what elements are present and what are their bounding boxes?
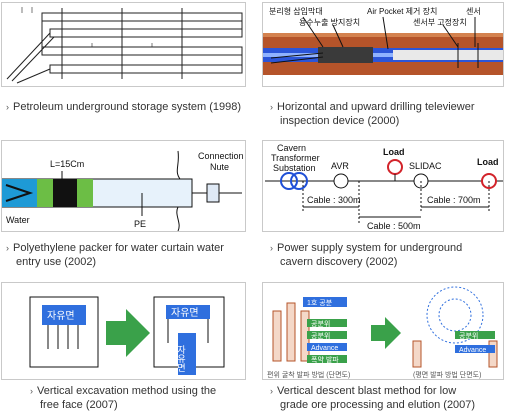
label-avr: AVR — [331, 161, 349, 171]
label-blast-7: Advance — [459, 347, 486, 354]
bullet-icon: › — [270, 102, 273, 112]
label-blast-5: 폭약 발파 — [311, 355, 339, 364]
label-slidac: SLIDAC — [409, 161, 442, 171]
caption-text-line1: Vertical excavation method using the — [37, 385, 217, 397]
caption-text-line1: Power supply system for underground — [277, 242, 463, 254]
caption-text-line2: cavern discovery (2002) — [280, 256, 398, 268]
label-sensor: 센서 — [466, 6, 481, 16]
label-free-face-1: 자유면 — [47, 310, 75, 322]
label-transformer: Transformer — [271, 153, 320, 163]
label-load-1: Load — [383, 147, 405, 157]
label-bottom-left: 편위 굴착 발파 방법 (단면도) — [267, 370, 350, 379]
pe-packer-diagram: L=15Cm Connection Nute Water PE — [2, 150, 244, 231]
caption-text-line2: entry use (2002) — [16, 256, 97, 268]
panel-televiewer-device: 분리형 삽입막대 용수누출 방지장치 Air Pocket 제거 장치 센서부 … — [262, 2, 504, 87]
bullet-icon: › — [6, 243, 9, 253]
caption-text-line1: Horizontal and upward drilling televiewe… — [277, 101, 475, 113]
label-blast-1: 1호 공분 — [307, 299, 333, 307]
label-blast-2: 공분위 — [311, 320, 330, 328]
label-pe: PE — [134, 219, 146, 229]
televiewer-diagram: 분리형 삽입막대 용수누출 방지장치 Air Pocket 제거 장치 센서부 … — [263, 6, 503, 75]
label-substation: Substation — [273, 163, 316, 173]
caption-text-line2: free face (2007) — [40, 399, 118, 411]
label-leak-prevention: 용수누출 방지장치 — [299, 17, 360, 27]
caption-televiewer-device: › Horizontal and upward drilling teleview… — [270, 100, 502, 128]
label-blast-4: Advance — [311, 345, 338, 352]
bullet-icon: › — [30, 386, 33, 396]
label-length: L=15Cm — [50, 159, 84, 169]
petroleum-storage-diagram — [6, 7, 243, 84]
caption-text-line1: Vertical descent blast method for low — [277, 385, 457, 397]
caption-vertical-excavation: › Vertical excavation method using the fr… — [30, 384, 246, 412]
label-cable-300: Cable : 300m — [307, 195, 361, 205]
bullet-icon: › — [270, 386, 273, 396]
panel-pe-packer: L=15Cm Connection Nute Water PE — [1, 140, 246, 232]
vertical-excavation-diagram: 자유면 자유면 자유면 — [29, 296, 225, 375]
label-air-pocket: Air Pocket 제거 장치 — [367, 6, 437, 16]
caption-petroleum-storage: › Petroleum underground storage system (1… — [6, 100, 246, 114]
caption-power-supply: › Power supply system for underground cav… — [270, 241, 502, 269]
panel-vertical-excavation: 자유면 자유면 자유면 — [1, 282, 246, 380]
label-blast-6: 공분위 — [459, 332, 478, 340]
label-cable-500: Cable : 500m — [367, 221, 421, 231]
power-supply-diagram: Cavern Transformer Substation AVR SLIDAC… — [265, 143, 503, 231]
caption-vertical-descent-blast: › Vertical descent blast method for low g… — [270, 384, 504, 412]
label-free-face-2: 자유면 — [171, 307, 199, 319]
caption-pe-packer: › Polyethylene packer for water curtain w… — [6, 241, 246, 269]
panel-petroleum-storage — [1, 2, 246, 87]
bullet-icon: › — [6, 102, 9, 112]
label-connection: Connection — [198, 151, 244, 161]
panel-power-supply: Cavern Transformer Substation AVR SLIDAC… — [262, 140, 504, 232]
label-blast-3: 공분위 — [311, 332, 330, 340]
panel-vertical-descent-blast: 1호 공분 공분위 공분위 Advance 폭약 발파 공분위 Advance … — [262, 282, 504, 380]
label-bottom-right: (평면 발파 방법 단면도) — [413, 370, 481, 379]
label-nute: Nute — [210, 162, 229, 172]
caption-text-line1: Polyethylene packer for water curtain wa… — [13, 242, 224, 254]
caption-text: Petroleum underground storage system (19… — [13, 101, 242, 113]
caption-text-line2: inspection device (2000) — [280, 115, 400, 127]
label-water: Water — [6, 215, 30, 225]
bullet-icon: › — [270, 243, 273, 253]
label-separable-rod: 분리형 삽입막대 — [269, 6, 323, 16]
caption-text-line2: grade ore processing and elution (2007) — [280, 399, 476, 411]
label-sensor-fix: 센서부 고정장치 — [413, 17, 467, 27]
label-cavern: Cavern — [277, 143, 306, 153]
label-free-face-3: 자유면 — [176, 345, 186, 372]
label-cable-700: Cable : 700m — [427, 195, 481, 205]
vertical-descent-blast-diagram: 1호 공분 공분위 공분위 Advance 폭약 발파 공분위 Advance … — [267, 286, 498, 379]
label-load-2: Load — [477, 157, 499, 167]
